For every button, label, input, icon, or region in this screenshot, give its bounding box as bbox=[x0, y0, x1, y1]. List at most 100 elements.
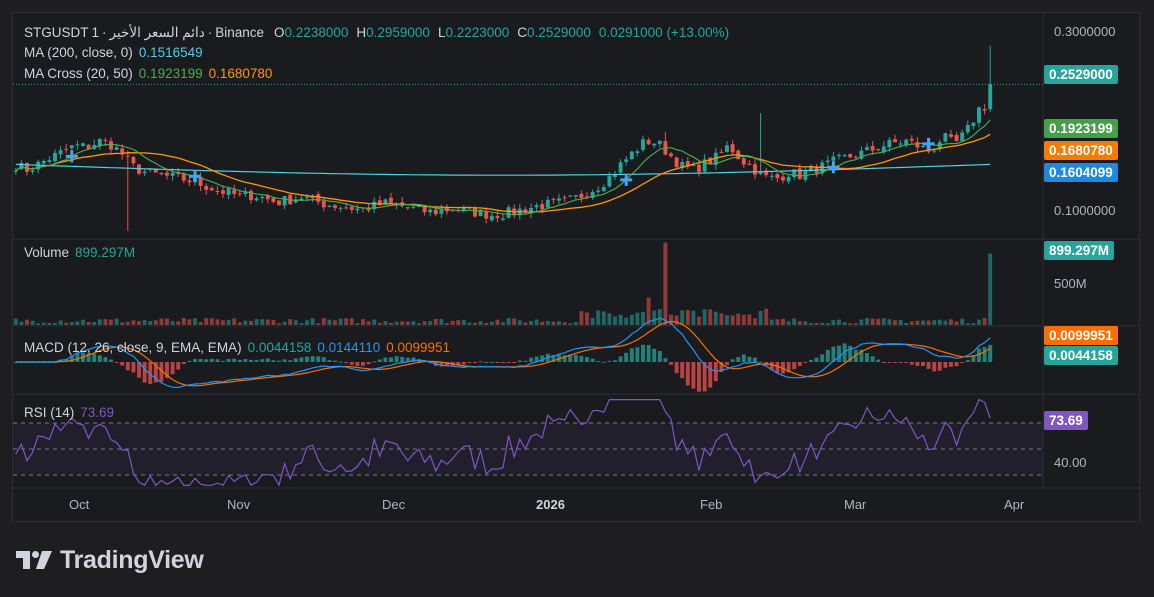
volume-bar bbox=[260, 319, 265, 325]
macd-label: MACD (12, 26, close, 9, EMA, EMA) bbox=[24, 340, 242, 355]
volume-bar bbox=[982, 317, 987, 325]
volume-bar bbox=[635, 312, 640, 325]
candle-body bbox=[982, 109, 987, 111]
volume-bar bbox=[109, 319, 113, 325]
macd-histogram-bar bbox=[691, 362, 696, 389]
volume-bar bbox=[949, 319, 953, 325]
macd-legend[interactable]: MACD (12, 26, close, 9, EMA, EMA) 0.00441… bbox=[24, 339, 456, 356]
candle-body bbox=[842, 155, 847, 157]
candle-body bbox=[562, 197, 567, 199]
separator: · bbox=[102, 25, 107, 40]
symbol-name[interactable]: STGUSDT bbox=[24, 25, 89, 40]
volume-bar bbox=[489, 321, 494, 325]
macd-histogram-bar bbox=[669, 362, 673, 365]
macd-histogram-bar bbox=[288, 360, 293, 362]
volume-bar bbox=[411, 321, 416, 325]
macd-histogram-bar bbox=[237, 359, 242, 362]
macd-histogram-bar bbox=[820, 354, 825, 362]
volume-bar bbox=[769, 319, 774, 325]
volume-bar bbox=[75, 321, 80, 325]
candle-body bbox=[181, 174, 186, 181]
volume-bar bbox=[680, 310, 685, 325]
macd-histogram-bar bbox=[170, 362, 175, 375]
macd-histogram-bar bbox=[215, 359, 220, 362]
volume-bar bbox=[736, 313, 741, 325]
volume-bar bbox=[517, 320, 522, 325]
macd-histogram-bar bbox=[293, 358, 298, 362]
candle-body bbox=[461, 207, 466, 211]
volume-bar bbox=[909, 321, 914, 325]
ma-cross-marker bbox=[620, 173, 633, 186]
candle-body bbox=[271, 197, 276, 202]
high-label: H bbox=[356, 25, 367, 40]
volume-bar bbox=[125, 321, 130, 325]
macd-histogram-bar bbox=[971, 355, 976, 362]
volume-bar bbox=[221, 320, 225, 325]
candle-body bbox=[411, 206, 416, 208]
macd-histogram-bar bbox=[69, 355, 74, 362]
volume-bar bbox=[876, 318, 881, 325]
candle-body bbox=[719, 151, 724, 153]
macd-histogram-bar bbox=[865, 353, 869, 362]
candle-body bbox=[209, 188, 214, 191]
volume-bar bbox=[310, 318, 315, 325]
chart-frame[interactable] bbox=[12, 12, 1140, 522]
volume-bar bbox=[685, 309, 690, 325]
macd-histogram-bar bbox=[64, 359, 69, 362]
rsi-legend[interactable]: RSI (14) 73.69 bbox=[24, 404, 120, 421]
candle-body bbox=[753, 164, 757, 175]
volume-bar bbox=[629, 314, 634, 325]
macd-histogram-bar bbox=[769, 362, 774, 371]
candle-body bbox=[988, 84, 993, 110]
macd-histogram-bar bbox=[960, 362, 965, 363]
volume-bar bbox=[557, 321, 561, 325]
macd-histogram-bar bbox=[316, 356, 321, 362]
volume-bar bbox=[523, 322, 528, 325]
candle-body bbox=[932, 150, 937, 152]
macd-histogram-bar bbox=[467, 362, 472, 363]
price-tick-bottom: 0.1000000 bbox=[1054, 203, 1116, 218]
candle-body bbox=[635, 151, 640, 154]
candle-body bbox=[954, 135, 959, 141]
candle-body bbox=[601, 187, 606, 191]
volume-bar bbox=[86, 322, 91, 325]
volume-bar bbox=[97, 319, 102, 325]
candle-body bbox=[646, 139, 651, 145]
candle-body bbox=[41, 160, 46, 164]
volume-legend[interactable]: Volume 899.297M bbox=[24, 244, 141, 261]
ma200-legend[interactable]: MA (200, close, 0) 0.1516549 bbox=[24, 44, 209, 61]
candle-body bbox=[893, 139, 897, 143]
macd-histogram-bar bbox=[741, 354, 746, 362]
volume-bar bbox=[932, 320, 937, 325]
candle-body bbox=[103, 139, 108, 141]
macd-histogram-bar bbox=[209, 358, 214, 362]
time-label-apr: Apr bbox=[1004, 497, 1025, 512]
macd-histogram-bar bbox=[551, 354, 556, 362]
tradingview-logo-icon bbox=[16, 550, 52, 569]
volume-bar bbox=[333, 320, 337, 325]
volume-bar bbox=[881, 318, 886, 325]
ma-cross-marker bbox=[922, 137, 935, 150]
candle-body bbox=[198, 176, 203, 186]
candle-body bbox=[58, 150, 63, 155]
candle-body bbox=[187, 180, 192, 183]
volume-bar bbox=[293, 320, 298, 325]
ma-cross-fast-line bbox=[15, 119, 991, 216]
volume-bar bbox=[467, 322, 472, 325]
tradingview-logo-text: TradingView bbox=[60, 546, 204, 574]
candle-body bbox=[730, 144, 735, 153]
macd-histogram-bar bbox=[187, 360, 192, 362]
volume-bar bbox=[870, 318, 875, 325]
volume-bar bbox=[708, 309, 713, 325]
macross-legend[interactable]: MA Cross (20, 50) 0.1923199 0.1680780 bbox=[24, 65, 278, 82]
volume-bar bbox=[355, 323, 360, 325]
candle-body bbox=[915, 141, 920, 148]
candle-body bbox=[338, 207, 343, 209]
tradingview-logo[interactable]: TradingView bbox=[14, 546, 204, 575]
volume-bar bbox=[271, 319, 276, 325]
macd-histogram-bar bbox=[349, 362, 354, 365]
volume-bar bbox=[865, 318, 869, 325]
candle-body bbox=[870, 146, 875, 151]
macd-line-value: 0.0144110 bbox=[317, 340, 381, 355]
